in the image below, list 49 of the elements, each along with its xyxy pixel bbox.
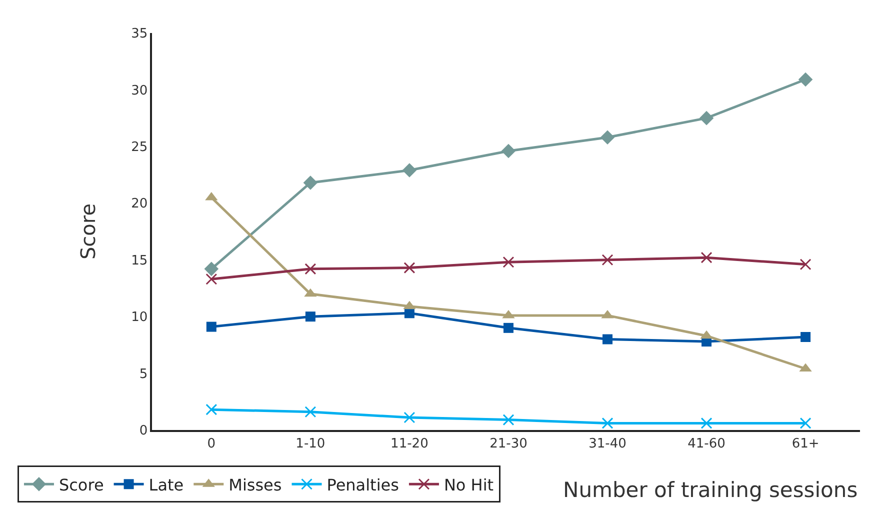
- point: [206, 322, 216, 332]
- point: [204, 262, 219, 276]
- point: [206, 404, 218, 416]
- x-tick-label: 61+: [792, 436, 820, 452]
- legend-label: No Hit: [444, 475, 494, 494]
- point: [800, 417, 812, 429]
- legend-label: Misses: [228, 475, 282, 494]
- y-tick-label: 30: [131, 83, 148, 98]
- point: [600, 130, 615, 144]
- point: [800, 258, 812, 270]
- point: [404, 308, 414, 318]
- x-tick-label: 0: [207, 436, 216, 452]
- y-tick-label: 15: [131, 253, 148, 268]
- point: [700, 417, 712, 429]
- point: [305, 312, 316, 322]
- x-tick-label: 1-10: [296, 436, 326, 452]
- legend-label: Late: [148, 475, 184, 494]
- point: [303, 176, 318, 190]
- point: [602, 334, 612, 344]
- y-tick-label: 10: [131, 310, 148, 326]
- point: [402, 163, 417, 178]
- y-tick-label: 0: [139, 424, 148, 439]
- x-tick-label: 41-60: [688, 436, 726, 452]
- point: [206, 273, 218, 285]
- x-tick-label: 11-20: [390, 436, 428, 452]
- x-tick-label: 31-40: [588, 436, 626, 452]
- point: [602, 254, 614, 266]
- y-tick-label: 25: [131, 140, 148, 155]
- y-tick-label: 20: [131, 196, 148, 212]
- point: [798, 72, 813, 87]
- x-axis-title: Number of training sessions: [563, 478, 858, 502]
- point: [304, 263, 316, 275]
- legend-label: Penalties: [326, 475, 399, 494]
- x-tick-label: 21-30: [490, 436, 528, 452]
- point: [502, 414, 514, 426]
- point: [800, 332, 811, 342]
- point: [304, 406, 316, 418]
- point: [503, 322, 514, 333]
- point: [700, 252, 712, 264]
- point: [404, 262, 416, 274]
- point: [699, 110, 714, 126]
- point: [502, 256, 514, 268]
- legend-label: Score: [58, 475, 104, 494]
- point: [501, 144, 516, 158]
- y-tick-label: 35: [131, 26, 148, 42]
- point: [404, 412, 416, 424]
- point: [602, 417, 614, 429]
- y-tick-label: 5: [139, 366, 148, 382]
- y-axis-title: Score: [76, 203, 100, 260]
